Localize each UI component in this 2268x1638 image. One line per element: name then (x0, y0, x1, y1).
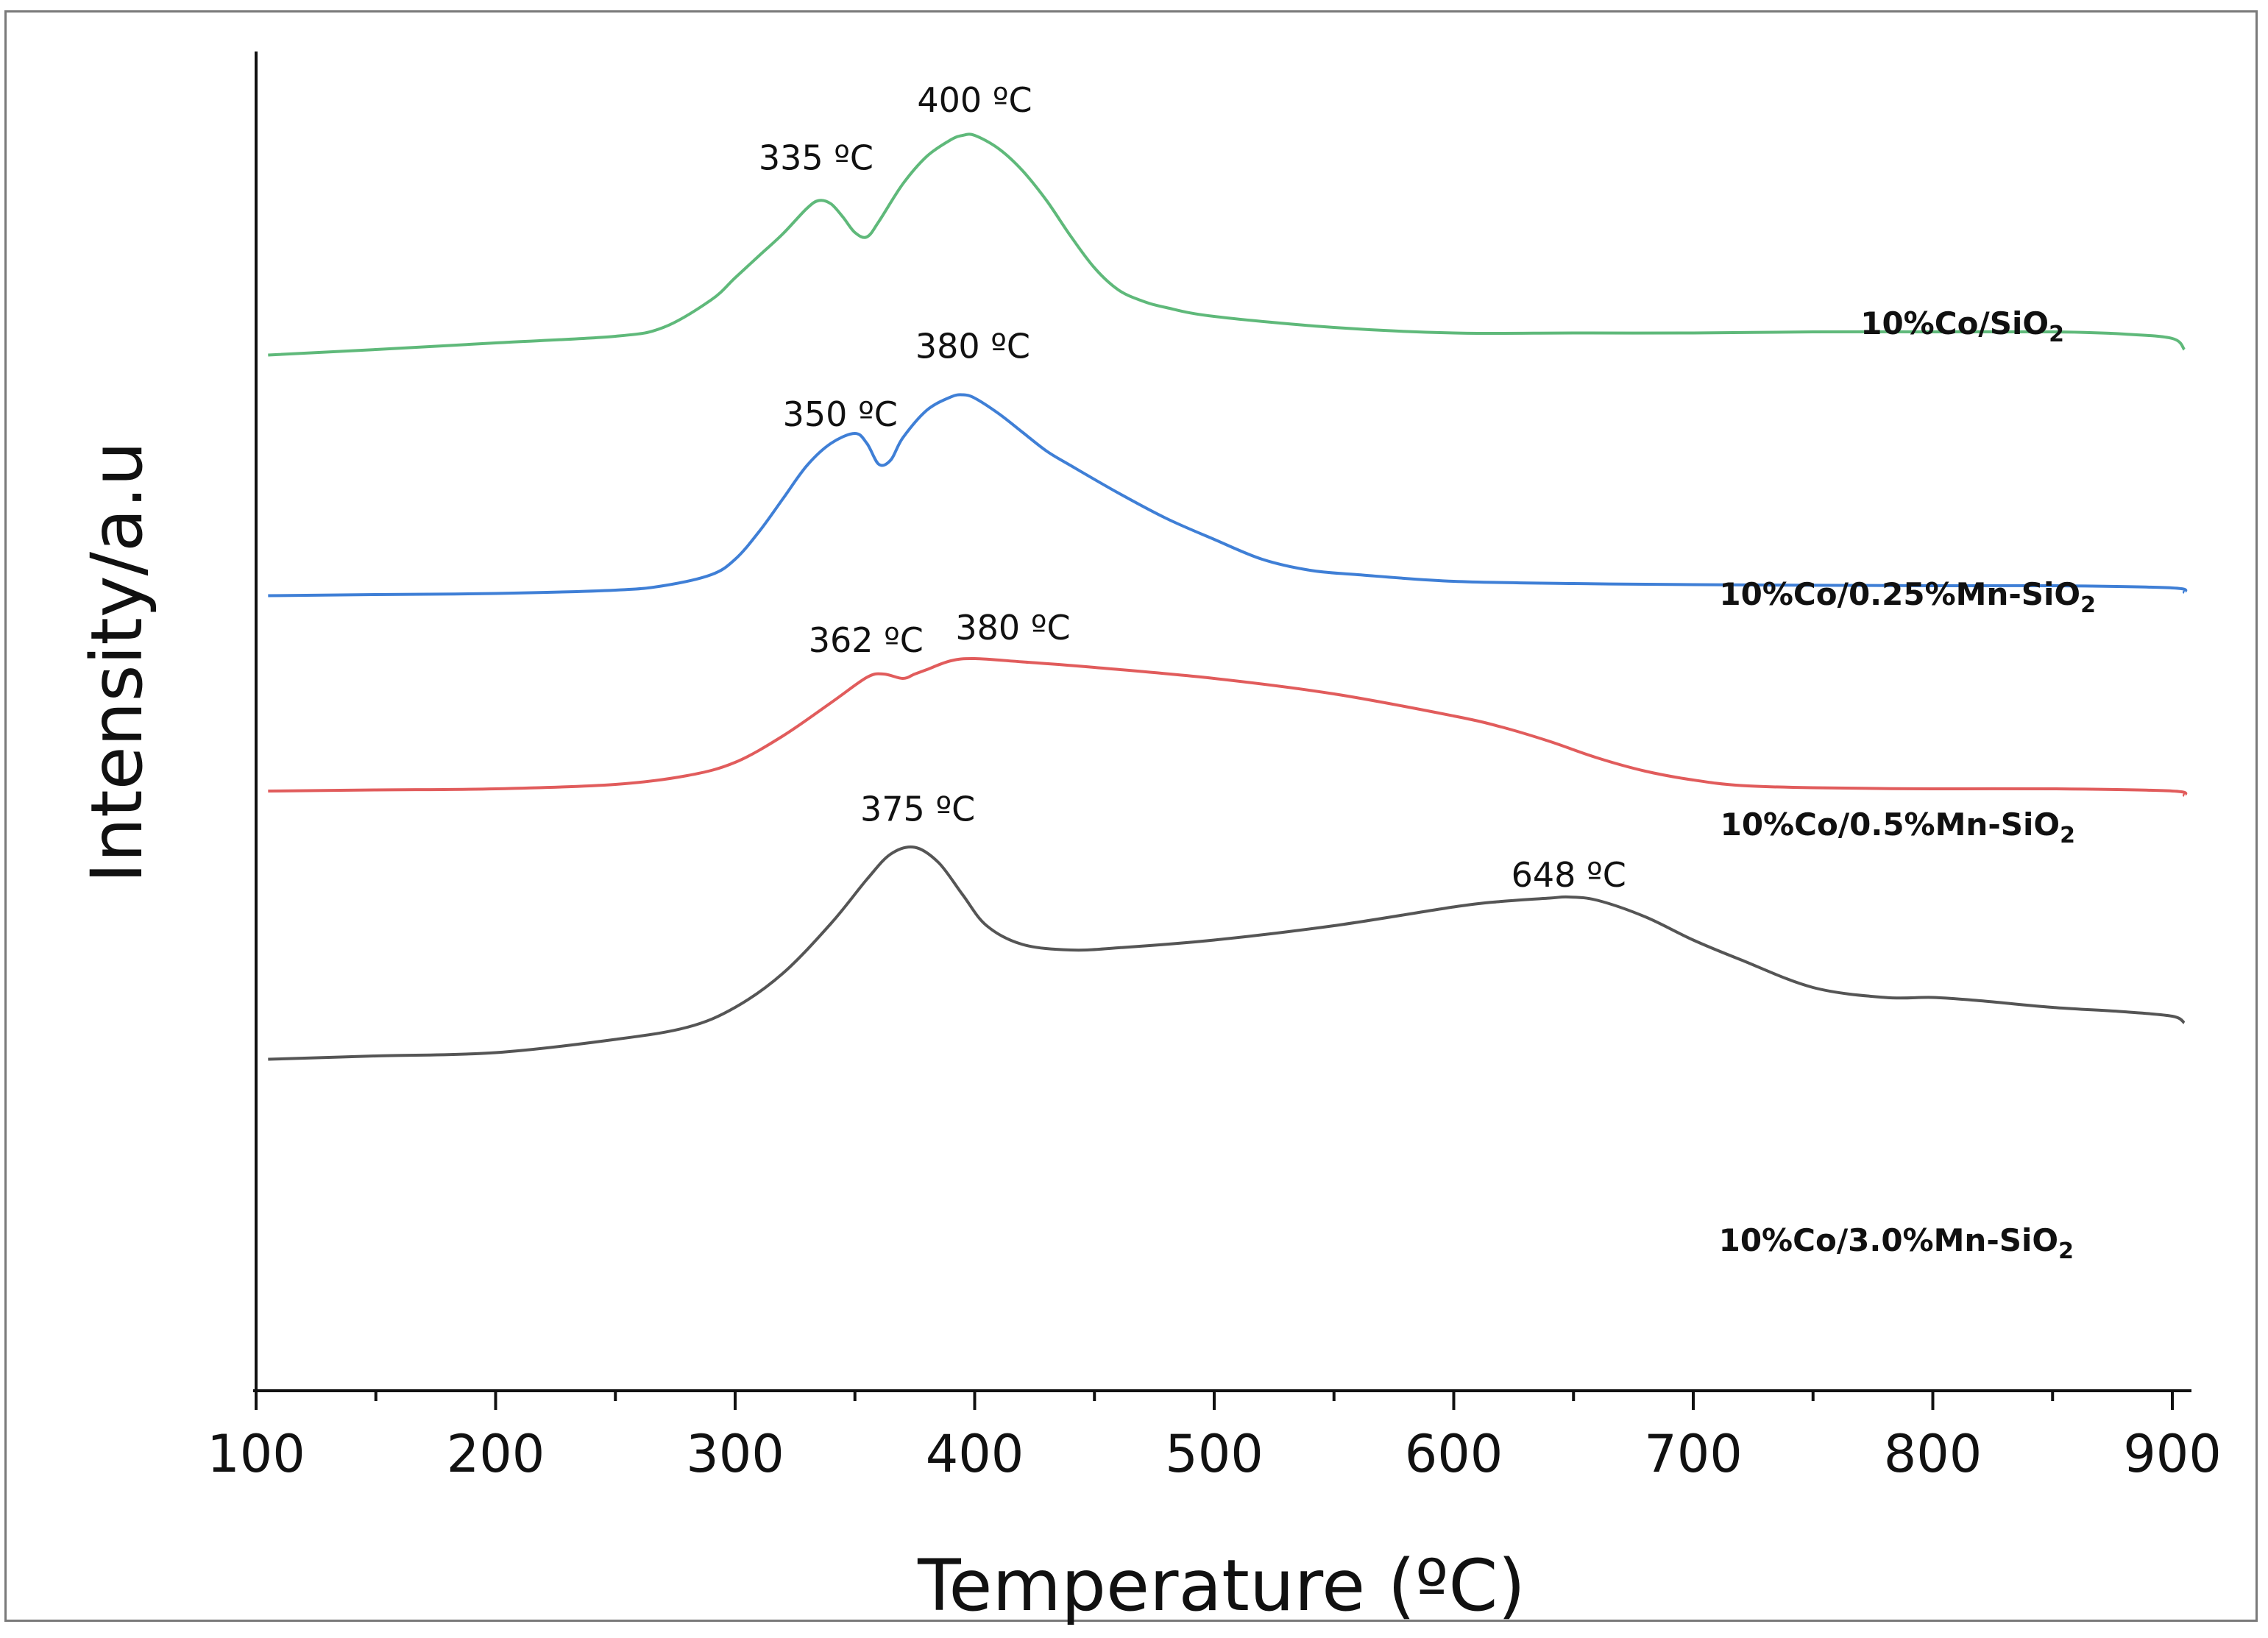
axes: 100 200 300 400 500 600 700 800 900 (207, 52, 2222, 1484)
x-tick-label: 400 (926, 1424, 1024, 1484)
x-axis-title: Temperature (ºC) (917, 1545, 1525, 1627)
peak-label: 335 ºC (759, 138, 873, 178)
x-tick-label: 600 (1405, 1424, 1503, 1484)
series-line (268, 393, 2188, 598)
x-tick-label: 200 (447, 1424, 545, 1484)
series-line (268, 656, 2188, 797)
series-line (268, 132, 2186, 357)
figure-frame (4, 10, 2258, 1622)
x-tick-label: 700 (1644, 1424, 1743, 1484)
peak-label: 375 ºC (860, 790, 975, 829)
peak-label: 648 ºC (1512, 855, 1626, 895)
x-tick-label: 100 (207, 1424, 305, 1484)
x-tick-label: 900 (2123, 1424, 2222, 1484)
series-label: 10%Co/0.25%Mn-SiO2 (1719, 576, 2096, 618)
peak-label: 400 ºC (917, 80, 1032, 120)
series-layer: 10%Co/SiO2 10%Co/0.25%Mn-SiO2 10%Co/0.5%Mn… (268, 132, 2188, 1264)
peak-label: 380 ºC (915, 327, 1030, 366)
y-axis-title: Intensity/a.u (76, 442, 158, 883)
series-line (268, 845, 2186, 1061)
annotation-layer: 400 ºC 335 ºC 380 ºC 350 ºC 362 ºC 380 ºC 375 … (759, 80, 1626, 895)
peak-label: 362 ºC (809, 620, 924, 660)
peak-label: 350 ºC (783, 394, 898, 434)
series-label: 10%Co/3.0%Mn-SiO2 (1719, 1222, 2074, 1264)
x-tick-label: 300 (686, 1424, 784, 1484)
series-label: 10%Co/SiO2 (1860, 305, 2064, 347)
x-tick-label: 800 (1884, 1424, 1982, 1484)
series-label: 10%Co/0.5%Mn-SiO2 (1721, 806, 2075, 848)
peak-label: 380 ºC (955, 608, 1070, 648)
x-tick-label: 500 (1165, 1424, 1264, 1484)
